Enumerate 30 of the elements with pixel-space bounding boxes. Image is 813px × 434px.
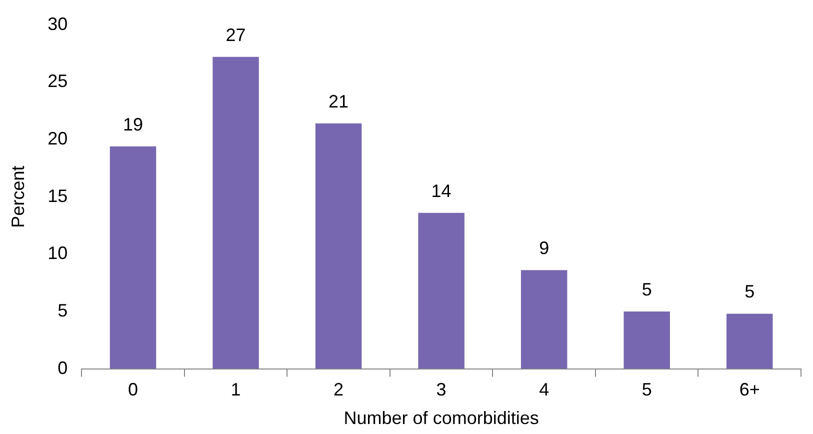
bar: [110, 146, 156, 369]
data-label: 5: [642, 279, 652, 300]
data-label: 19: [122, 114, 144, 134]
bar: [624, 311, 670, 369]
x-tick-label: 2: [334, 380, 344, 400]
bar: [520, 270, 568, 369]
x-tick-label: 3: [436, 380, 446, 400]
data-label: 21: [328, 91, 349, 112]
x-tick-label: 0: [128, 380, 138, 400]
bar: [315, 123, 362, 369]
x-axis-title: Number of comorbidities: [344, 408, 539, 428]
x-tick-label: 4: [539, 380, 550, 400]
y-tick-label: 20: [48, 128, 68, 148]
y-tick-label: 30: [48, 14, 68, 34]
x-tick-label: 1: [230, 380, 241, 400]
y-tick-label: 25: [48, 71, 68, 92]
y-tick-label: 15: [48, 186, 68, 206]
bar: [726, 314, 773, 369]
data-label: 5: [744, 282, 755, 302]
x-tick-label: 5: [642, 380, 652, 400]
data-label: 27: [226, 24, 246, 45]
y-tick-label: 10: [48, 243, 68, 264]
y-axis-title: Percent: [8, 166, 28, 228]
bar: [212, 56, 259, 369]
data-label: 14: [431, 180, 452, 201]
y-tick-label: 5: [58, 300, 68, 320]
x-tick-label: 6+: [739, 380, 760, 400]
bar: [418, 212, 464, 369]
data-label: 9: [539, 238, 550, 258]
y-tick-label: 0: [58, 358, 68, 378]
